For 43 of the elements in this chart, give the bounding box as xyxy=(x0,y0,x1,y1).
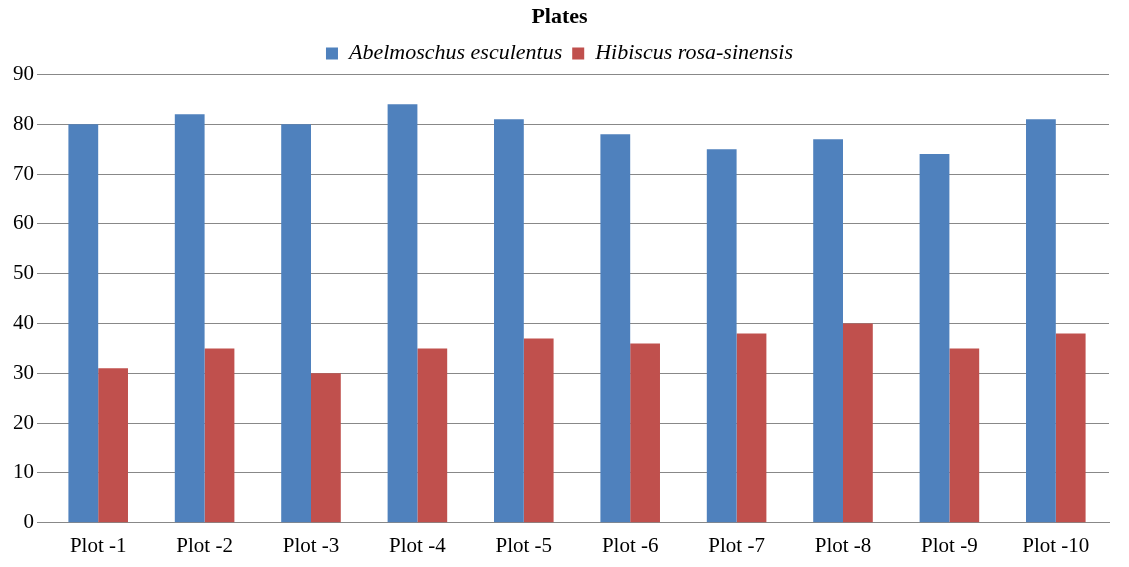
x-tick-label: Plot -6 xyxy=(601,532,659,557)
x-tick-label: Plot -1 xyxy=(69,532,127,557)
x-tick-label: Plot -4 xyxy=(389,532,447,557)
bar xyxy=(600,134,631,523)
y-tick-label: 30 xyxy=(13,359,34,384)
y-tick-label: 10 xyxy=(13,459,34,484)
y-tick-label: 70 xyxy=(13,160,34,185)
bar xyxy=(523,338,554,523)
bar xyxy=(919,154,950,523)
x-tick-label: Plot -9 xyxy=(921,532,978,557)
bar xyxy=(813,139,843,523)
x-tick-label: Plot -3 xyxy=(282,532,340,557)
x-tick-label: Plot -10 xyxy=(1022,532,1090,557)
x-tick-label: Plot -7 xyxy=(708,532,765,557)
bar xyxy=(417,348,448,523)
bar xyxy=(1055,333,1086,523)
bar xyxy=(68,124,99,523)
bar xyxy=(98,368,128,523)
bar xyxy=(204,348,235,523)
bar xyxy=(949,348,980,523)
bar xyxy=(843,323,873,523)
bar xyxy=(387,104,418,523)
y-tick-label: 90 xyxy=(13,60,34,85)
y-tick-label: 0 xyxy=(23,509,34,534)
y-tick-label: 20 xyxy=(13,409,34,434)
bar xyxy=(736,333,767,523)
bar xyxy=(706,149,737,523)
y-tick-label: 40 xyxy=(13,310,34,335)
y-tick-label: 80 xyxy=(13,110,34,135)
x-tick-label: Plot -8 xyxy=(814,532,872,557)
bar xyxy=(174,114,205,523)
x-tick-label: Plot -5 xyxy=(495,532,553,557)
bar xyxy=(1026,119,1056,523)
legend-label: Hibiscus rosa-sinensis xyxy=(594,39,794,65)
legend-label: Abelmoschus esculentus xyxy=(346,39,563,65)
bar xyxy=(630,343,660,523)
y-tick-label: 50 xyxy=(13,260,34,285)
chart-title: Plates xyxy=(531,2,589,28)
x-tick-label: Plot -2 xyxy=(176,532,233,557)
bar xyxy=(281,124,311,523)
bar xyxy=(311,373,341,523)
bar xyxy=(494,119,524,523)
y-tick-label: 60 xyxy=(13,210,34,235)
